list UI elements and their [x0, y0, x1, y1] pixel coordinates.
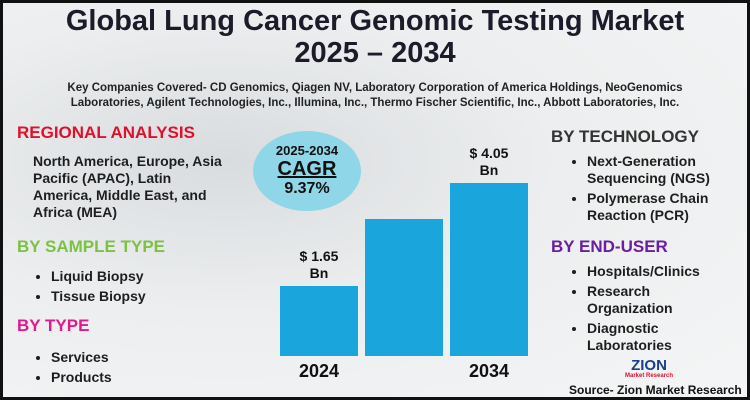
bar	[280, 285, 358, 356]
list-item: Next-Generation Sequencing (NGS)	[587, 153, 747, 187]
source: Source- Zion Market Research	[569, 383, 742, 397]
value-label: $ 1.65 Bn	[299, 247, 339, 281]
bar-chart: $ 1.65 Bn 2024 $ 4.05 Bn 2034	[273, 143, 538, 381]
section-heading: BY SAMPLE TYPE	[17, 237, 165, 256]
section-heading: REGIONAL ANALYSIS	[17, 123, 195, 142]
list-item: Research Organization	[587, 283, 737, 317]
logo-name: ZION	[631, 357, 667, 374]
list: Hospitals/Clinics Research OrganizationDi…	[569, 263, 737, 357]
list-item: Products	[51, 369, 112, 386]
list: Liquid Biopsy Tissue Biopsy	[33, 268, 146, 308]
section-heading: BY TECHNOLOGY	[551, 127, 699, 146]
cagr-label: CAGR	[277, 158, 337, 180]
logo-tagline: Market Research	[625, 373, 674, 379]
section-heading: BY TYPE	[17, 316, 90, 335]
cagr-value: 9.37%	[284, 180, 330, 197]
region-text: North America, Europe, Asia Pacific (APA…	[33, 153, 222, 220]
list-item: Services	[51, 349, 112, 366]
cagr-period: 2025-2034	[275, 143, 339, 158]
list: Next-Generation Sequencing (NGS)Polymera…	[569, 153, 747, 227]
bar	[365, 219, 443, 356]
section-heading: BY END-USER	[551, 237, 668, 256]
bar	[450, 183, 528, 356]
list-item: Diagnostic Laboratories	[587, 320, 737, 354]
list: Services Products	[33, 349, 112, 389]
value-label: $ 4.05 Bn	[469, 145, 509, 178]
list-item: Liquid Biopsy	[51, 268, 146, 285]
cagr-badge: 2025-2034 CAGR 9.37%	[253, 131, 361, 211]
title: Global Lung Cancer Genomic Testing Marke…	[65, 5, 685, 69]
logo: ZION Market Research	[625, 357, 674, 379]
list-item: Polymerase Chain Reaction (PCR)	[587, 190, 747, 224]
x-tick-label: 2034	[468, 361, 510, 381]
list-item: Tissue Biopsy	[51, 288, 146, 305]
list-item: Hospitals/Clinics	[587, 263, 737, 280]
x-tick-label: 2024	[298, 361, 340, 381]
subtitle: Key Companies Covered- CD Genomics, Qiag…	[67, 82, 683, 109]
